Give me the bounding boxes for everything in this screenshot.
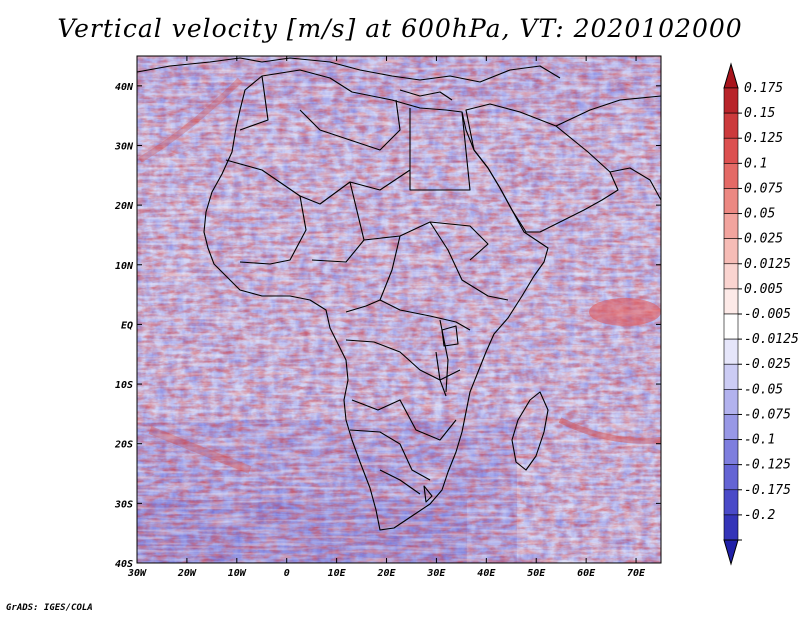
- lat-tick-label: 30N: [114, 141, 134, 152]
- colorbar-label: -0.2: [744, 508, 775, 523]
- colorbar-swatch: [723, 514, 739, 541]
- colorbar-label: 0.025: [744, 232, 783, 247]
- colorbar: 0.175 0.15 0.125 0.1 0.075 0.05 0.025 0.0125 0.0…: [723, 62, 799, 566]
- colorbar-bottom-arrow: [723, 539, 739, 566]
- lat-tick-label: 40N: [115, 82, 134, 93]
- lat-tick-label: 20N: [114, 201, 134, 212]
- colorbar-label: 0.005: [744, 282, 783, 297]
- colorbar-label: -0.0125: [744, 332, 799, 347]
- colorbar-swatch: [723, 464, 739, 491]
- colorbar-swatch: [723, 188, 739, 214]
- lat-tick-label: 30S: [114, 499, 133, 510]
- lon-tick-label: 20W: [177, 568, 197, 579]
- colorbar-swatch: [723, 112, 739, 139]
- colorbar-label: -0.075: [744, 407, 791, 422]
- lon-tick-label: 30E: [426, 568, 446, 579]
- colorbar-label: 0.05: [744, 207, 775, 222]
- credit-text: GrADS: IGES/COLA: [6, 603, 93, 613]
- lon-tick-label: 30W: [127, 568, 147, 579]
- colorbar-label: 0.125: [744, 131, 783, 146]
- lon-tick-label: 10W: [228, 568, 247, 579]
- colorbar-swatch: [723, 338, 739, 365]
- colorbar-label: 0.0125: [744, 257, 791, 272]
- colorbar-swatch: [723, 163, 739, 189]
- lat-tick-label: 10N: [115, 261, 134, 272]
- longitude-axis: 30W 20W 10W 0 10E 20E 30E 40E 50E 60E 70E: [127, 56, 646, 579]
- colorbar-label: 0.175: [744, 81, 783, 96]
- colorbar-swatch: [723, 288, 739, 315]
- colorbar-swatch: [723, 313, 739, 340]
- colorbar-swatch: [723, 489, 739, 516]
- colorbar-label: 0.15: [744, 106, 775, 121]
- colorbar-swatch: [723, 137, 739, 164]
- lat-tick-label: 40S: [115, 559, 133, 570]
- lon-tick-label: 50E: [527, 568, 546, 579]
- lat-tick-label: EQ: [121, 320, 133, 331]
- colorbar-label: -0.1: [744, 433, 775, 448]
- colorbar-swatch: [723, 414, 739, 440]
- lat-tick-label: 20S: [114, 440, 133, 451]
- plot-frame: [136, 55, 662, 564]
- lon-tick-label: 10E: [328, 568, 347, 579]
- colorbar-label: -0.05: [744, 382, 783, 397]
- lon-tick-label: 40E: [477, 568, 496, 579]
- colorbar-swatch: [723, 238, 739, 265]
- colorbar-label: -0.025: [744, 357, 791, 372]
- colorbar-swatch: [723, 389, 739, 415]
- colorbar-top-arrow: [723, 62, 739, 89]
- colorbar-label: -0.005: [744, 307, 791, 322]
- colorbar-label: 0.1: [744, 156, 767, 171]
- lon-tick-label: 0: [284, 568, 290, 579]
- colorbar-swatch: [723, 263, 739, 290]
- colorbar-swatch: [723, 213, 739, 239]
- colorbar-label: -0.125: [744, 458, 791, 473]
- coastlines-and-borders: [137, 57, 661, 531]
- chart-title: Vertical velocity [m/s] at 600hPa, VT: 2…: [57, 14, 743, 43]
- colorbar-label: -0.175: [744, 483, 791, 498]
- lat-tick-label: 10S: [115, 380, 133, 391]
- colorbar-swatch: [723, 87, 739, 114]
- lon-tick-label: 20E: [376, 568, 396, 579]
- latitude-axis: 40N 30N 20N 10N EQ 10S 20S 30S 40S: [114, 82, 661, 570]
- colorbar-swatch: [723, 363, 739, 390]
- lon-tick-label: 70E: [627, 568, 646, 579]
- colorbar-swatch: [723, 439, 739, 465]
- colorbar-label: 0.075: [744, 181, 783, 196]
- lon-tick-label: 60E: [577, 568, 596, 579]
